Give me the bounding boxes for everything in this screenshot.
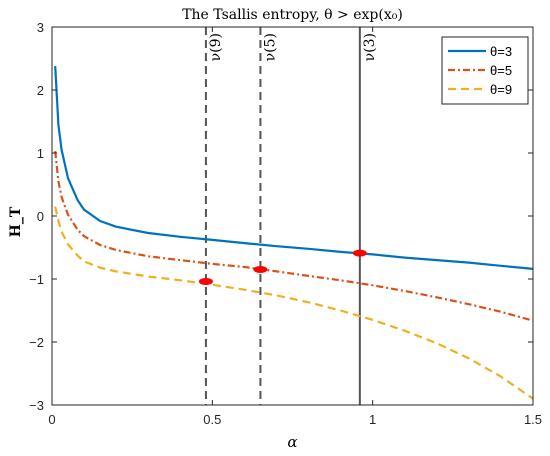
y-tick-label-2: 1	[37, 146, 44, 161]
y-tick-label-3: 0	[37, 209, 44, 224]
legend: θ=3 θ=5 θ=9	[441, 36, 529, 105]
series-line-1	[54, 150, 534, 322]
y-tick-label-4: −1	[29, 272, 44, 287]
marker-point-0	[198, 278, 213, 286]
chart-title: The Tsallis entropy, θ > exp(x₀)	[182, 7, 403, 23]
marker-point-2	[352, 249, 367, 257]
y-tick-label-6: −3	[29, 398, 44, 413]
vline-label-1: ν(5)	[262, 33, 278, 61]
legend-label-0: θ=3	[490, 44, 512, 59]
vline-label-0: ν(9)	[208, 33, 224, 61]
x-tick-label-0: 0	[48, 412, 55, 427]
y-axis-label: H_T	[8, 206, 24, 237]
series-line-0	[54, 66, 534, 270]
legend-label-2: θ=9	[490, 82, 512, 97]
y-tick-label-5: −2	[29, 335, 44, 350]
y-tick-label-1: 2	[37, 83, 44, 98]
legend-label-1: θ=5	[490, 63, 512, 78]
x-tick-label-3: 1.5	[524, 412, 542, 427]
y-tick-label-0: 3	[37, 20, 44, 35]
x-tick-label-1: 0.5	[203, 412, 221, 427]
x-tick-label-2: 1	[369, 412, 376, 427]
marker-point-1	[253, 266, 268, 274]
vline-label-2: ν(3)	[362, 33, 378, 61]
x-axis-label: α	[287, 433, 297, 451]
series-line-2	[54, 206, 534, 400]
